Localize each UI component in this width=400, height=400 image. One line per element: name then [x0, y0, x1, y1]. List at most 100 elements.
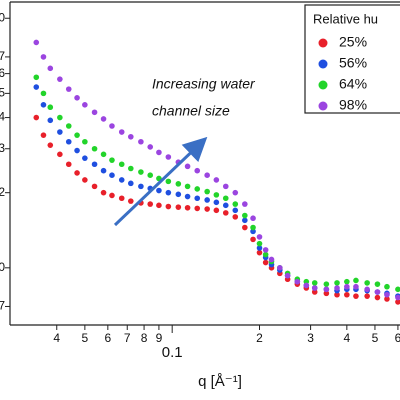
- data-point: [175, 204, 182, 210]
- data-point: [74, 170, 80, 176]
- x-tick-label: 4: [53, 331, 60, 345]
- data-point: [184, 163, 191, 170]
- y-tick-label: 2: [0, 185, 5, 199]
- data-point: [374, 294, 381, 301]
- data-point: [204, 172, 210, 179]
- data-point: [334, 291, 340, 298]
- data-point: [118, 195, 125, 202]
- legend-marker: [318, 38, 328, 48]
- data-point: [353, 283, 359, 290]
- data-point: [374, 289, 381, 295]
- data-point: [91, 161, 98, 168]
- data-point: [156, 149, 162, 156]
- x-axis-label: q [Å⁻¹]: [198, 373, 242, 390]
- data-point: [33, 74, 40, 81]
- data-point: [47, 104, 54, 111]
- data-point: [91, 145, 98, 152]
- annotation: Increasing water: [152, 76, 256, 92]
- data-point: [33, 114, 40, 121]
- data-point: [311, 285, 318, 291]
- data-point: [194, 195, 201, 202]
- data-point: [256, 234, 263, 240]
- data-point: [82, 101, 88, 108]
- data-point: [344, 283, 350, 290]
- data-point: [184, 204, 191, 211]
- data-point: [284, 272, 291, 279]
- legend-marker: [318, 80, 328, 90]
- data-point: [91, 109, 98, 116]
- data-point: [213, 207, 220, 214]
- legend-label: 64%: [339, 76, 367, 92]
- data-point: [311, 280, 318, 286]
- data-point: [40, 90, 47, 97]
- data-point: [74, 147, 80, 154]
- y-tick-label: 5: [0, 86, 5, 100]
- data-point: [232, 201, 239, 207]
- data-point: [100, 189, 107, 196]
- data-point: [262, 251, 269, 258]
- data-point: [256, 245, 263, 251]
- data-point: [374, 281, 381, 287]
- data-point: [127, 133, 134, 140]
- data-point: [384, 291, 390, 298]
- data-point: [222, 202, 229, 209]
- data-point: [165, 178, 172, 185]
- data-point: [250, 215, 256, 222]
- data-point: [57, 114, 63, 121]
- data-point: [232, 207, 239, 214]
- annotation: channel size: [152, 103, 230, 119]
- data-point: [242, 224, 248, 231]
- data-point: [82, 138, 88, 145]
- data-point: [194, 167, 201, 174]
- x-tick-label: 6: [395, 331, 400, 345]
- data-point: [213, 192, 220, 198]
- data-point: [364, 293, 370, 299]
- data-point: [344, 278, 350, 285]
- legend-marker: [318, 101, 328, 111]
- data-point: [334, 280, 340, 286]
- data-point: [364, 280, 370, 286]
- y-tick-label: 3: [0, 141, 5, 155]
- x-tick-label: 2: [256, 331, 263, 345]
- data-point: [109, 192, 115, 199]
- data-point: [47, 142, 54, 148]
- data-point: [268, 256, 275, 263]
- data-point: [33, 84, 40, 90]
- data-point: [33, 39, 40, 46]
- data-point: [384, 296, 390, 302]
- x-tick-label: 3: [307, 331, 314, 345]
- data-point: [57, 151, 63, 158]
- data-point: [65, 161, 72, 168]
- data-point: [65, 138, 72, 145]
- legend-title: Relative hu: [313, 11, 378, 26]
- data-point: [138, 138, 144, 145]
- data-point: [127, 165, 134, 172]
- data-point: [194, 186, 201, 192]
- x-tick-label: 0.1: [162, 344, 183, 361]
- x-tick-label: 5: [372, 331, 379, 345]
- data-point: [127, 180, 134, 187]
- data-point: [74, 132, 80, 138]
- data-point: [100, 151, 107, 158]
- data-point: [204, 206, 210, 212]
- data-point: [100, 116, 107, 122]
- data-point: [344, 291, 350, 298]
- data-point: [47, 65, 54, 72]
- y-tick-label: 0: [0, 10, 5, 24]
- data-point: [353, 277, 359, 284]
- data-point: [165, 189, 172, 196]
- y-tick-label: 0: [0, 260, 5, 274]
- data-point: [256, 240, 263, 247]
- data-point: [213, 177, 220, 183]
- data-point: [222, 210, 229, 216]
- data-point: [256, 249, 263, 256]
- legend-label: 56%: [339, 55, 367, 71]
- x-tick-label: 7: [124, 331, 131, 345]
- y-tick-label: 6: [0, 66, 5, 80]
- data-point: [353, 293, 359, 299]
- data-point: [165, 203, 172, 210]
- data-point: [277, 265, 283, 271]
- y-tick-label: 7: [0, 299, 5, 313]
- data-point: [47, 117, 54, 124]
- data-point: [138, 169, 144, 175]
